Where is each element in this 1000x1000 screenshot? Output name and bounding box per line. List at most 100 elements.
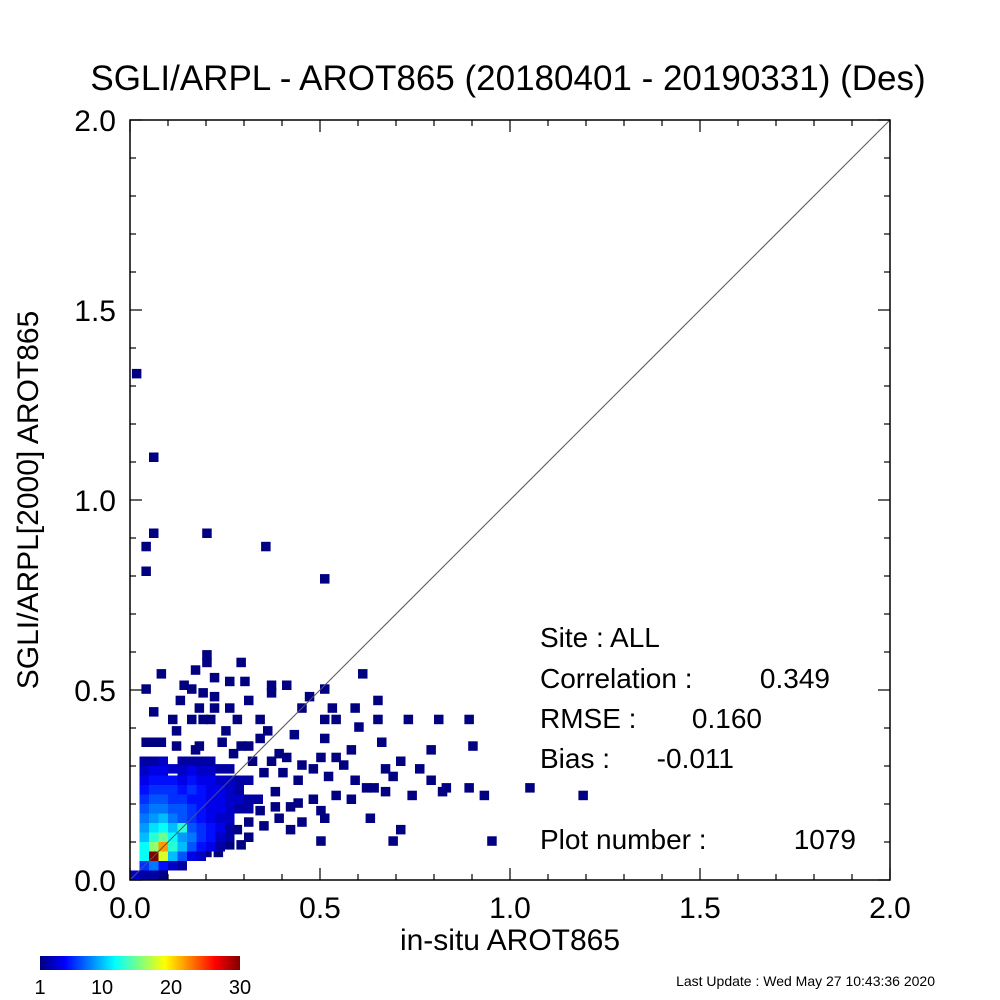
heatmap-cell <box>171 726 182 736</box>
heatmap-cell <box>194 703 205 713</box>
heatmap-cell <box>388 771 398 782</box>
heatmap-cell <box>177 842 187 852</box>
heatmap-cell <box>139 813 149 823</box>
heatmap-cell <box>202 650 212 660</box>
heatmap-cell <box>196 832 206 842</box>
heatmap-cell <box>149 707 159 717</box>
heatmap-cell <box>168 851 178 861</box>
heatmap-cell <box>139 775 149 785</box>
heatmap-cell <box>168 823 178 833</box>
heatmap-cell <box>198 688 208 698</box>
axis-tick-labels: 0.0 0.5 1.0 1.5 2.0 0.0 0.5 1.0 1.5 2.0 <box>74 105 911 925</box>
stat-rmse-value: 0.160 <box>692 703 762 734</box>
heatmap-cell <box>225 804 235 814</box>
heatmap-cell <box>149 737 159 747</box>
heatmap-cell <box>278 767 288 778</box>
heatmap-cell <box>171 741 182 751</box>
heatmap-cell <box>139 785 149 795</box>
heatmap-cell <box>377 737 387 747</box>
heatmap-cell <box>263 726 273 736</box>
heatmap-cell <box>209 672 220 683</box>
heatmap-cell <box>196 794 206 804</box>
heatmap-cell <box>255 805 265 816</box>
heatmap-cell <box>234 785 244 795</box>
axis-ticks <box>129 119 891 881</box>
heatmap-cell <box>244 741 254 751</box>
heatmap-cell <box>196 842 206 852</box>
heatmap-cell <box>215 804 225 814</box>
heatmap-cell <box>365 813 376 823</box>
heatmap-cell <box>289 729 300 740</box>
chart-title: SGLI/ARPL - AROT865 (20180401 - 20190331… <box>90 59 925 98</box>
heatmap-cell <box>177 794 187 804</box>
heatmap-cell <box>225 840 235 850</box>
heatmap-cell <box>259 821 269 831</box>
heatmap-cell <box>177 813 187 823</box>
heatmap-cell <box>202 528 212 538</box>
heatmap-cell <box>149 766 159 776</box>
heatmap-cell <box>149 823 159 833</box>
heatmap-cell <box>158 813 168 823</box>
heatmap-cell <box>215 813 225 823</box>
heatmap-cell <box>316 836 326 846</box>
heatmap-cell <box>479 790 490 801</box>
heatmap-cell <box>177 804 187 814</box>
heatmap-cell <box>225 703 235 713</box>
heatmap-cell <box>225 813 235 823</box>
heatmap-cell <box>297 760 307 770</box>
heatmap-cell <box>158 823 168 833</box>
heatmap-cell <box>234 794 244 804</box>
heatmap-cell <box>274 748 284 759</box>
heatmap-cell <box>149 775 159 785</box>
heatmap-cell <box>316 752 326 763</box>
heatmap-cell <box>168 714 178 725</box>
heatmap-cell <box>156 737 167 747</box>
heatmap-cell <box>236 840 246 850</box>
heatmap-cell <box>331 752 341 763</box>
heatmap-cell <box>139 842 149 852</box>
heatmap-cell <box>236 741 246 751</box>
heatmap-cell <box>156 669 167 679</box>
heatmap-cell <box>215 842 225 852</box>
heatmap-cell <box>346 794 357 804</box>
heatmap-cell <box>206 842 216 852</box>
heatmap-cell <box>168 775 178 785</box>
heatmap-cell <box>403 714 414 725</box>
heatmap-cell <box>196 785 206 795</box>
heatmap-cell <box>350 703 360 713</box>
heatmap-cell <box>217 737 227 747</box>
heatmap-cell <box>158 794 168 804</box>
heatmap-cell <box>141 541 151 552</box>
heatmap-cell <box>158 775 168 785</box>
heatmap-cell <box>240 676 250 687</box>
heatmap-cell <box>282 680 292 690</box>
heatmap-cell <box>316 805 326 816</box>
heatmap-cell <box>149 832 159 842</box>
heatmap-cell <box>141 684 151 694</box>
x-tick-label: 0.0 <box>109 892 151 925</box>
heatmap-cell <box>149 528 159 538</box>
heatmap-cell <box>266 756 277 766</box>
heatmap-cell <box>187 832 197 842</box>
heatmap-cell <box>139 832 149 842</box>
heatmap-cell <box>327 703 338 713</box>
heatmap-cell <box>198 714 208 725</box>
heatmap-cell <box>149 813 159 823</box>
heatmap-cell <box>209 691 220 702</box>
heatmap-cell <box>285 802 296 812</box>
heatmap-cell <box>190 665 201 675</box>
heatmap-cell <box>255 733 265 744</box>
heatmap-cell <box>213 847 224 858</box>
heatmap-cell <box>168 794 178 804</box>
y-tick-label: 0.0 <box>74 865 116 898</box>
heatmap-cell <box>190 745 201 755</box>
heatmap-cell <box>158 832 168 842</box>
heatmap-cell <box>139 851 149 861</box>
heatmap-cell <box>464 714 474 725</box>
heatmap-cell <box>215 764 225 774</box>
heatmap-cell <box>149 804 159 814</box>
heatmap-cell <box>487 836 497 846</box>
heatmap-cell <box>225 764 235 774</box>
heatmap-cell <box>225 794 235 804</box>
heatmap-cell <box>139 870 149 880</box>
